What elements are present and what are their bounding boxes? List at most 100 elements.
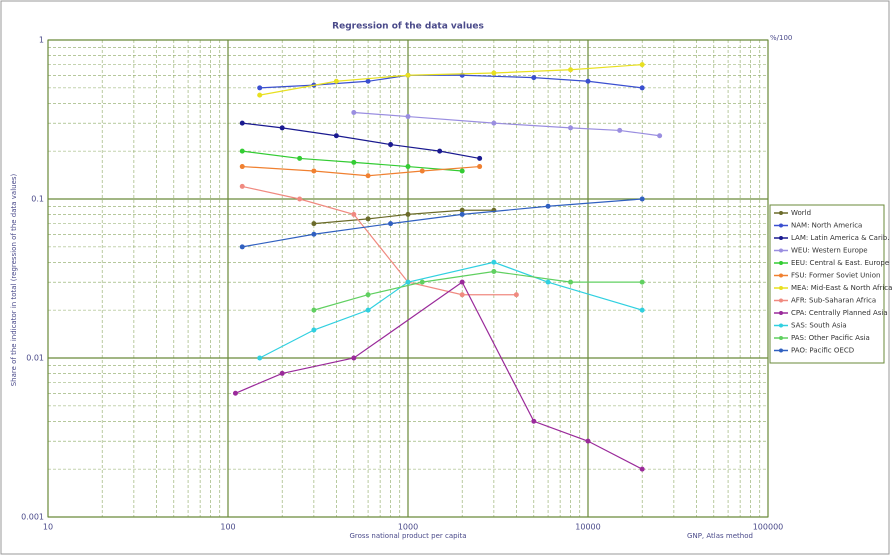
series-line xyxy=(242,198,643,248)
data-point xyxy=(257,85,263,91)
data-point xyxy=(491,120,497,126)
data-point xyxy=(639,466,645,472)
data-point xyxy=(239,148,245,154)
data-point xyxy=(459,207,465,213)
data-point xyxy=(405,211,411,217)
data-point xyxy=(351,355,357,361)
data-point xyxy=(365,173,371,179)
legend-marker xyxy=(779,223,783,228)
legend-label: EEU: Central & East. Europe xyxy=(791,259,889,267)
data-point xyxy=(311,221,317,227)
legend-marker xyxy=(779,261,783,265)
data-point xyxy=(333,78,339,84)
data-point xyxy=(459,279,465,285)
series-line xyxy=(242,185,517,296)
data-point xyxy=(351,109,357,115)
chart-title: Regression of the data values xyxy=(332,22,484,32)
data-point xyxy=(491,268,497,274)
data-point xyxy=(311,307,317,313)
data-point xyxy=(477,155,483,161)
x-tick-label: 10 xyxy=(43,523,53,532)
data-point xyxy=(239,120,245,126)
series-line xyxy=(313,270,643,311)
y-tick-label: 1 xyxy=(39,36,44,45)
data-point xyxy=(437,148,443,154)
data-point xyxy=(617,127,623,133)
data-point xyxy=(513,292,519,298)
legend-marker xyxy=(779,311,783,315)
y-axis-label: Share of the indicator in total (regress… xyxy=(10,173,18,386)
legend-marker xyxy=(779,336,783,340)
x-tick-label: 100000 xyxy=(753,523,784,532)
data-point xyxy=(639,196,645,202)
data-point xyxy=(279,125,285,131)
y-axis-note: %/100 xyxy=(770,34,792,42)
data-point xyxy=(297,196,303,202)
data-point xyxy=(568,67,574,73)
series-line xyxy=(242,122,480,160)
data-point xyxy=(639,62,645,68)
legend-label: LAM: Latin America & Carib. xyxy=(791,234,889,242)
data-point xyxy=(477,164,483,170)
legend-box xyxy=(769,204,885,364)
data-point xyxy=(351,159,357,165)
legend-label: SAS: South Asia xyxy=(791,322,847,330)
data-point xyxy=(311,327,317,333)
data-point xyxy=(388,142,394,148)
legend-label: PAS: Other Pacific Asia xyxy=(791,334,870,342)
data-point xyxy=(365,307,371,313)
x-tick-label: 100 xyxy=(220,523,235,532)
data-point xyxy=(365,78,371,84)
legend-marker xyxy=(779,211,783,215)
y-tick-label: 0.1 xyxy=(31,195,44,204)
data-point xyxy=(459,211,465,217)
legend-marker xyxy=(779,348,783,353)
data-point xyxy=(639,307,645,313)
data-point xyxy=(239,183,245,189)
data-point xyxy=(405,72,411,78)
data-point xyxy=(419,168,425,174)
x-tick-label: 10000 xyxy=(575,523,600,532)
data-point xyxy=(365,292,371,298)
data-point xyxy=(531,75,537,81)
data-point xyxy=(405,279,411,285)
data-point xyxy=(365,216,371,222)
data-point xyxy=(239,244,245,250)
series-line xyxy=(259,64,643,96)
data-point xyxy=(405,114,411,120)
legend-label: CPA: Centrally Planned Asia xyxy=(791,309,888,317)
series-line xyxy=(353,111,660,137)
data-point xyxy=(545,203,551,209)
data-point xyxy=(585,438,591,444)
data-point xyxy=(639,85,645,91)
data-point xyxy=(491,70,497,76)
data-point xyxy=(568,279,574,285)
legend-marker xyxy=(779,298,783,303)
legend-marker xyxy=(779,248,783,253)
legend-label: AFR: Sub-Saharan Africa xyxy=(791,297,876,305)
legend-label: FSU: Former Soviet Union xyxy=(791,272,880,280)
data-point xyxy=(531,418,537,424)
legend-label: WEU: Western Europe xyxy=(791,247,868,255)
data-point xyxy=(545,279,551,285)
x-tick-label: 1000 xyxy=(398,523,418,532)
data-point xyxy=(459,292,465,298)
data-point xyxy=(257,355,263,361)
legend-label: PAO: Pacific OECD xyxy=(791,347,854,355)
legend-label: NAM: North America xyxy=(791,222,862,230)
legend-marker xyxy=(779,323,783,328)
legend-marker xyxy=(779,286,783,290)
legend-marker xyxy=(779,236,783,240)
y-tick-label: 0.01 xyxy=(26,354,44,363)
data-point xyxy=(232,390,238,396)
data-point xyxy=(257,92,263,98)
data-point xyxy=(311,231,317,237)
data-point xyxy=(351,211,357,217)
data-point xyxy=(491,259,497,265)
data-point xyxy=(639,279,645,285)
data-point xyxy=(239,164,245,170)
data-point xyxy=(459,168,465,174)
series-line xyxy=(259,74,643,89)
